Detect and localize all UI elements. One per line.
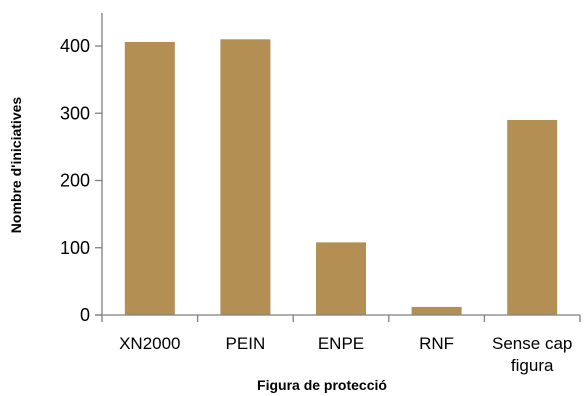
- bars: [124, 39, 558, 316]
- x-category-label: RNF: [419, 334, 454, 353]
- y-axis-ticks: 0 100 200 300 400: [60, 36, 581, 325]
- x-category-label: Sense cap: [492, 334, 572, 353]
- x-category-label: ENPE: [318, 334, 364, 353]
- bar: [124, 41, 175, 316]
- x-axis-category-labels: XN2000 PEIN ENPE RNF Sense cap figura: [119, 334, 572, 375]
- x-category-label: XN2000: [119, 334, 180, 353]
- bar: [220, 39, 271, 316]
- y-tick-label: 300: [60, 103, 90, 123]
- y-tick-label: 0: [80, 305, 90, 325]
- x-category-label: PEIN: [226, 334, 266, 353]
- y-tick-label: 400: [60, 36, 90, 56]
- y-tick-label: 100: [60, 238, 90, 258]
- bar: [411, 306, 462, 315]
- bar: [507, 119, 558, 315]
- x-category-label: figura: [511, 356, 554, 375]
- bar: [316, 242, 366, 315]
- y-tick-label: 200: [60, 171, 90, 191]
- x-axis-title: Figura de protecció: [257, 377, 387, 393]
- y-axis-title: Nombre d'iniciatives: [8, 97, 24, 234]
